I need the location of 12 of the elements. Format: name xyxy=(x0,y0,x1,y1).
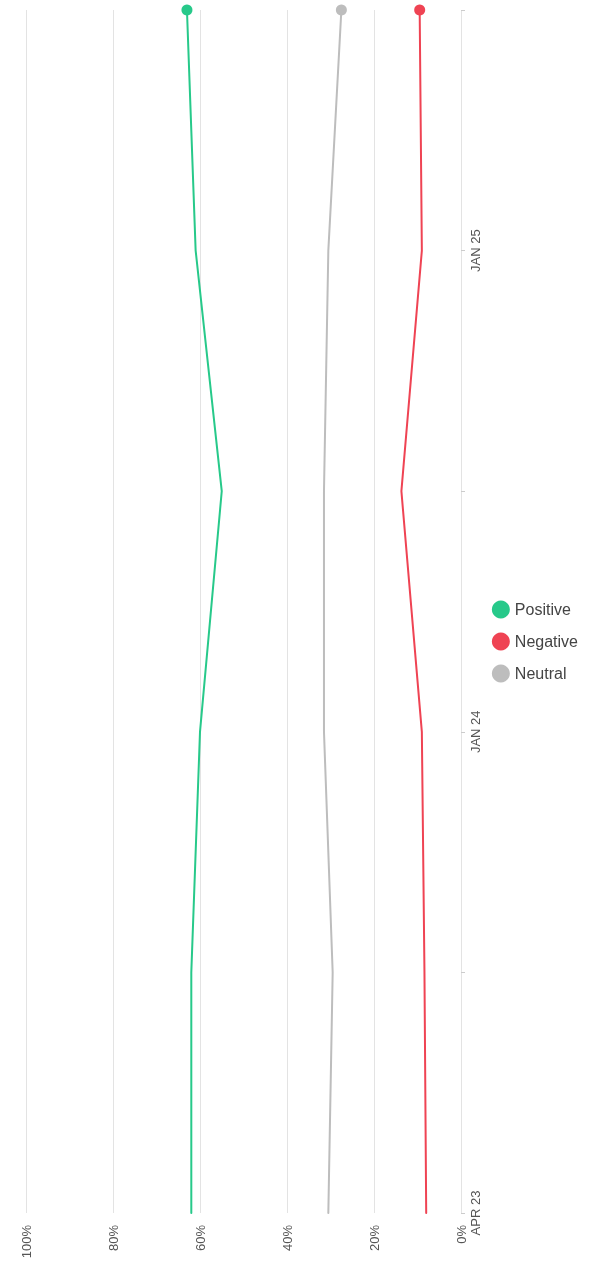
x-tick-label: 60% xyxy=(192,1224,208,1252)
x-tick-label: 20% xyxy=(366,1224,382,1252)
x-tick-label: 80% xyxy=(105,1224,121,1252)
x-tick-label: 100% xyxy=(18,1224,34,1259)
y-tick-label: JAN 25 xyxy=(468,229,483,272)
y-tick-label: JAN 24 xyxy=(468,710,483,754)
y-tick-label: APR 23 xyxy=(468,1190,483,1236)
legend-label: Neutral xyxy=(514,665,567,682)
x-tick-label: 0% xyxy=(453,1224,469,1244)
x-tick-label: 40% xyxy=(279,1224,295,1252)
legend-label: Positive xyxy=(514,601,571,618)
legend-label: Negative xyxy=(514,633,579,650)
